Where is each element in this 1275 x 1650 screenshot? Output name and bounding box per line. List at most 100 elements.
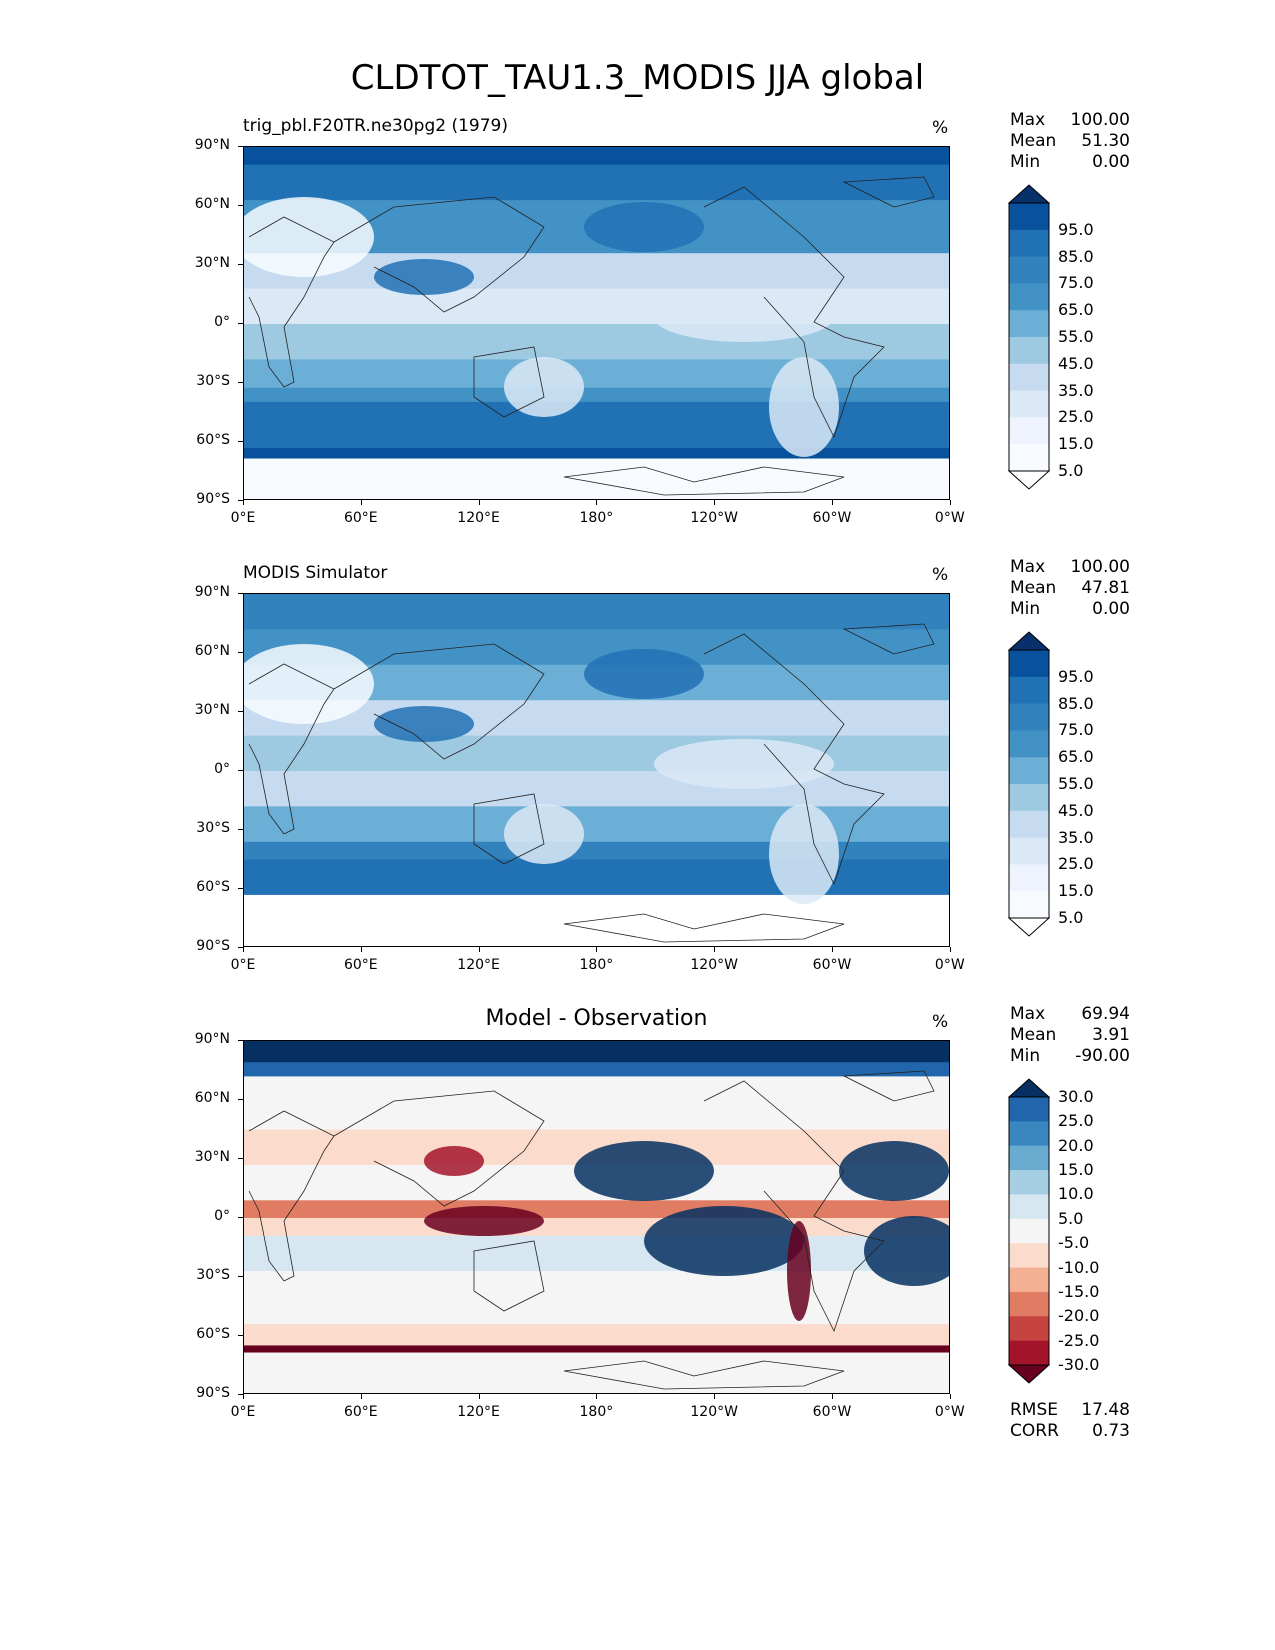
field-feature [584, 649, 704, 699]
x-tick-label: 0°W [934, 1404, 965, 1420]
x-tick [832, 1394, 833, 1399]
x-tick-label: 120°W [690, 510, 738, 526]
colorbar-segment [1009, 1145, 1049, 1171]
coastline [473, 793, 545, 865]
colorbar-tick-label: 65.0 [1058, 300, 1094, 320]
colorbar-segment [1009, 891, 1049, 919]
x-tick [714, 1394, 716, 1399]
y-tick-label: 60°S [196, 432, 230, 448]
x-tick [832, 947, 833, 952]
colorbar-tick-label: 25.0 [1058, 1111, 1094, 1131]
field-feature [574, 1141, 714, 1201]
colorbar-segment [1009, 1121, 1049, 1147]
field-band [244, 1352, 949, 1393]
colorbar-tick-label: -10.0 [1058, 1257, 1100, 1277]
panel-title: trig_pbl.F20TR.ne30pg2 (1979) [243, 116, 508, 136]
x-tick [478, 1394, 480, 1399]
y-tick-label: 60°N [194, 643, 230, 659]
y-tick-label: 0° [214, 761, 230, 777]
y-tick [238, 1099, 243, 1100]
y-tick [238, 652, 243, 653]
coastline [248, 216, 335, 388]
colorbar-tick-label: 5.0 [1058, 908, 1084, 927]
colorbar-segment [1009, 337, 1049, 365]
field-feature [244, 197, 374, 277]
colorbar-segment [1009, 203, 1049, 231]
coastline [333, 1090, 545, 1207]
max-label: Max [1010, 110, 1046, 130]
x-tick [360, 500, 362, 505]
unit-label: % [932, 1012, 949, 1032]
field-band [244, 894, 949, 946]
x-tick-label: 60°W [812, 510, 852, 526]
x-tick-label: 180° [579, 510, 614, 526]
colorbar-extend-min [1008, 917, 1050, 937]
field-band [244, 288, 949, 325]
field-feature [654, 739, 834, 789]
field-band [244, 387, 949, 403]
coastline [473, 1240, 545, 1312]
y-tick-label: 90°S [196, 938, 230, 954]
colorbar-tick-label: 35.0 [1058, 380, 1094, 400]
x-tick-label: 120°W [690, 1404, 738, 1420]
colorbar-segment [1009, 1097, 1049, 1122]
x-tick-label: 60°W [812, 957, 852, 973]
y-tick [238, 888, 243, 889]
y-tick [238, 711, 243, 712]
field-feature [374, 259, 474, 295]
colorbar-tick-label: 75.0 [1058, 720, 1094, 740]
colorbar-segment [1009, 837, 1049, 865]
max-value: 69.94 [1081, 1004, 1130, 1024]
panel-title: Model - Observation [485, 1006, 708, 1031]
x-tick [596, 500, 598, 505]
x-tick [949, 500, 951, 505]
colorbar-segment [1009, 256, 1049, 284]
colorbar-tick-label: 25.0 [1058, 407, 1094, 427]
x-tick-label: 60°W [812, 1404, 852, 1420]
field-band [244, 771, 949, 808]
x-tick-label: 120°W [690, 957, 738, 973]
y-tick [238, 1335, 243, 1336]
y-tick [238, 323, 243, 324]
stats-box: Max 100.00 Mean 51.30 Min 0.00 [1010, 110, 1130, 173]
colorbar-tick-label: 55.0 [1058, 774, 1094, 793]
x-tick-label: 60°E [343, 1404, 378, 1420]
y-tick-label: 30°N [194, 1149, 230, 1165]
colorbar-segment [1009, 1218, 1049, 1244]
field-band [244, 735, 949, 772]
stats-box: Max 100.00 Mean 47.81 Min 0.00 [1010, 557, 1130, 620]
mean-value: 3.91 [1092, 1025, 1130, 1045]
coastline [248, 1110, 335, 1282]
field-band [244, 164, 949, 202]
x-tick [714, 500, 716, 505]
y-tick-label: 30°S [196, 820, 230, 836]
colorbar-segment [1009, 703, 1049, 731]
x-tick-label: 120°E [457, 1404, 500, 1420]
x-tick [360, 1394, 362, 1399]
min-label: Min [1010, 1046, 1041, 1066]
y-tick [238, 593, 243, 594]
coastline [333, 643, 545, 760]
colorbar-segment [1009, 390, 1049, 418]
colorbar-segment [1009, 757, 1049, 785]
max-label: Max [1010, 557, 1046, 577]
colorbar [1008, 631, 1050, 937]
colorbar-tick-label: -5.0 [1058, 1233, 1090, 1253]
colorbar-tick-label: -30.0 [1058, 1355, 1100, 1374]
colorbar-segment [1009, 1194, 1049, 1220]
field-band [244, 447, 949, 460]
colorbar-tick-label: -25.0 [1058, 1330, 1100, 1350]
x-tick [360, 947, 362, 952]
max-value: 100.00 [1070, 557, 1130, 577]
y-tick [238, 264, 243, 265]
y-tick-label: 60°N [194, 1090, 230, 1106]
colorbar-tick-label: 35.0 [1058, 827, 1094, 847]
field-band [244, 359, 949, 389]
x-tick-label: 0°E [230, 1404, 256, 1420]
field-feature [504, 804, 584, 864]
field-band [244, 806, 949, 843]
map-field [244, 147, 949, 499]
field-band [244, 147, 949, 166]
min-value: 0.00 [1092, 599, 1130, 619]
